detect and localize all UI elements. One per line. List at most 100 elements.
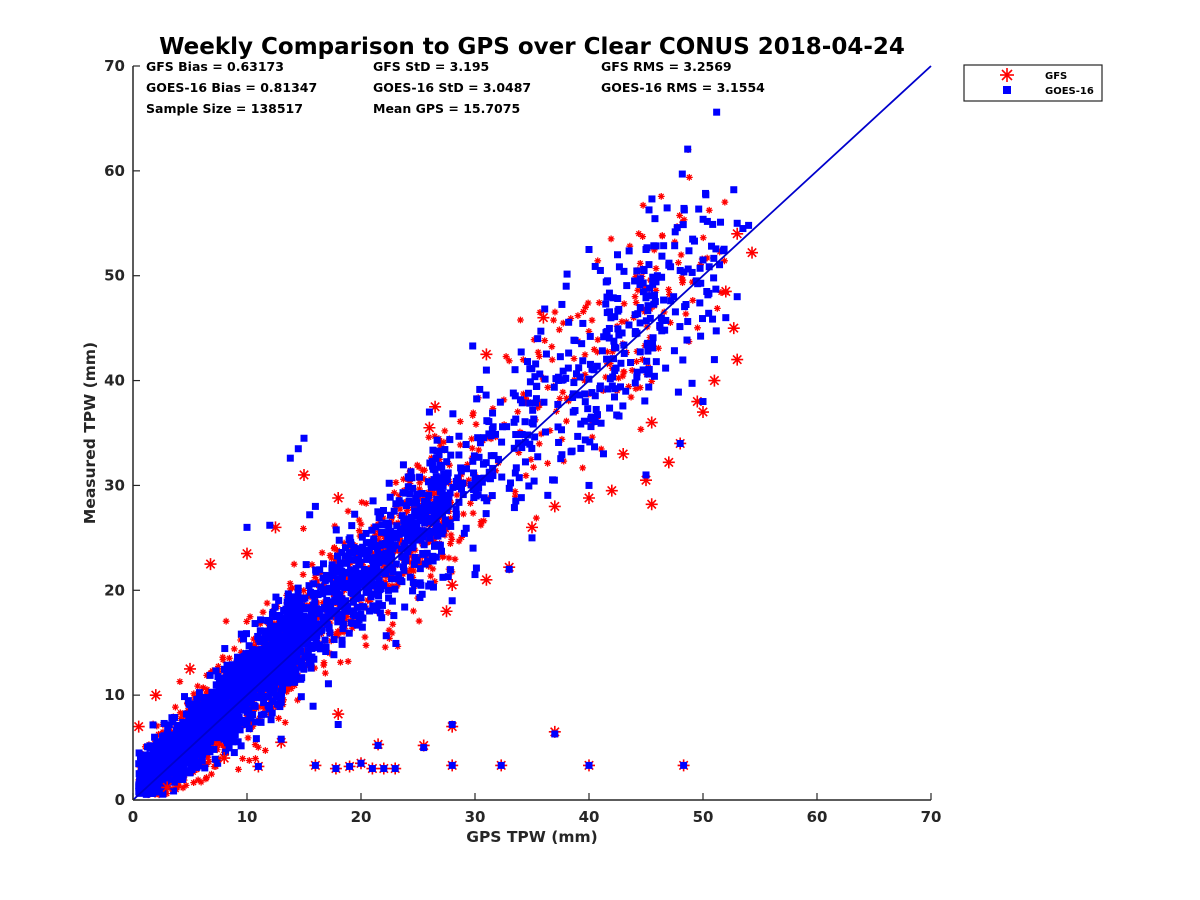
gfs-outlier-point <box>662 456 675 469</box>
gfs-cloud-point <box>464 461 471 468</box>
statistics-block: GFS Bias = 0.63173 GFS StD = 3.195 GFS R… <box>146 59 765 116</box>
goes16-cloud-point <box>426 534 434 542</box>
gfs-cloud-point <box>171 703 179 711</box>
goes16-cloud-point <box>325 608 333 616</box>
goes16-cloud-point <box>228 709 236 717</box>
gfs-cloud-point <box>465 476 473 484</box>
goes16-cloud-point <box>437 474 445 482</box>
goes16-cloud-point <box>526 399 534 407</box>
goes16-cloud-point <box>643 340 651 348</box>
goes16-cloud-point <box>283 598 291 606</box>
gfs-cloud-point <box>250 635 258 643</box>
goes16-cloud-point <box>462 524 470 532</box>
gfs-cloud-point <box>407 565 415 573</box>
goes16-cloud-point <box>427 501 435 509</box>
gfs-cloud-point <box>392 479 400 486</box>
goes16-cloud-point <box>679 221 687 229</box>
goes16-cloud-point <box>391 585 399 593</box>
goes16-cloud-point <box>411 553 419 561</box>
gfs-outlier-point <box>691 395 704 408</box>
goes16-cloud-point <box>660 242 668 250</box>
goes16-cloud-point <box>265 652 273 660</box>
goes16-outlier-point <box>286 454 294 462</box>
goes16-cloud-point <box>224 739 232 747</box>
goes16-cloud-point <box>457 485 465 493</box>
gfs-cloud-point <box>313 577 321 585</box>
goes16-cloud-point <box>457 464 465 472</box>
goes16-cloud-point <box>218 725 226 733</box>
goes16-cloud-point <box>472 486 480 494</box>
goes16-cloud-point <box>197 747 205 755</box>
gfs-cloud-point <box>311 664 319 672</box>
gfs-outlier-point <box>161 781 174 794</box>
goes16-cloud-point <box>344 602 352 610</box>
goes16-outlier-point <box>448 597 456 605</box>
gfs-cloud-point <box>446 540 454 548</box>
goes16-cloud-point <box>577 420 585 428</box>
goes16-cloud-point <box>171 713 179 721</box>
goes16-cloud-point <box>293 595 301 603</box>
gfs-cloud-point <box>389 620 397 628</box>
goes16-cloud-point <box>158 768 166 776</box>
gfs-cloud-point <box>299 525 307 532</box>
goes16-cloud-point <box>226 666 234 674</box>
gfs-cloud-point <box>182 782 190 789</box>
gfs-cloud-point <box>400 475 407 483</box>
goes16-cloud-point <box>436 541 444 549</box>
goes16-cloud-point <box>720 245 728 253</box>
gfs-cloud-point <box>682 310 690 318</box>
goes16-cloud-point <box>282 636 290 644</box>
goes16-cloud-point <box>283 663 291 671</box>
goes16-cloud-point <box>232 723 240 731</box>
goes16-cloud-point <box>503 423 511 431</box>
goes16-cloud-point <box>284 590 292 598</box>
goes16-cloud-point <box>253 679 261 687</box>
gfs-cloud-point <box>153 722 161 730</box>
goes16-cloud-point <box>290 628 298 636</box>
x-tick-label: 10 <box>237 808 258 826</box>
goes16-cloud-point <box>324 680 332 688</box>
goes16-cloud-point <box>251 718 259 726</box>
goes16-cloud-point <box>322 643 330 651</box>
gfs-cloud-point <box>694 324 701 332</box>
goes16-cloud-point <box>329 572 337 580</box>
goes16-cloud-point <box>679 356 687 364</box>
goes16-cloud-point <box>440 470 448 478</box>
gfs-cloud-point <box>235 765 242 773</box>
goes16-cloud-point <box>472 564 480 572</box>
goes16-cloud-point <box>644 307 652 315</box>
goes16-cloud-point <box>392 560 400 568</box>
gfs-cloud-point <box>620 368 628 376</box>
goes16-cloud-point <box>695 205 703 213</box>
goes16-cloud-point <box>605 289 613 297</box>
goes16-cloud-point <box>541 375 549 383</box>
goes16-cloud-point <box>591 392 599 400</box>
gfs-cloud-point <box>535 440 543 448</box>
goes16-cloud-point <box>373 566 381 574</box>
gfs-cloud-point <box>281 719 289 726</box>
goes16-cloud-point <box>603 309 611 317</box>
goes16-cloud-point <box>305 627 313 635</box>
goes16-cloud-point <box>516 396 524 404</box>
goes16-cloud-point <box>614 325 622 333</box>
goes16-outlier-point <box>448 721 456 729</box>
gfs-cloud-point <box>263 599 271 607</box>
gfs-outlier-point <box>446 579 459 592</box>
goes16-cloud-point <box>338 636 346 644</box>
gfs-cloud-point <box>431 578 439 585</box>
goes16-cloud-point <box>550 383 558 391</box>
goes16-cloud-point <box>650 291 658 299</box>
goes16-cloud-point <box>597 419 605 427</box>
goes16-cloud-point <box>649 273 657 281</box>
goes16-cloud-point <box>682 301 690 309</box>
goes16-cloud-point <box>237 692 245 700</box>
gfs-cloud-point <box>517 316 524 324</box>
gfs-cloud-point <box>635 230 643 238</box>
goes16-cloud-point <box>294 614 302 622</box>
goes16-cloud-point <box>265 693 273 701</box>
goes16-cloud-point <box>240 652 248 660</box>
goes16-cloud-point <box>600 333 608 341</box>
goes16-cloud-point <box>354 572 362 580</box>
goes16-cloud-point <box>576 373 584 381</box>
gfs-cloud-point <box>261 705 268 713</box>
